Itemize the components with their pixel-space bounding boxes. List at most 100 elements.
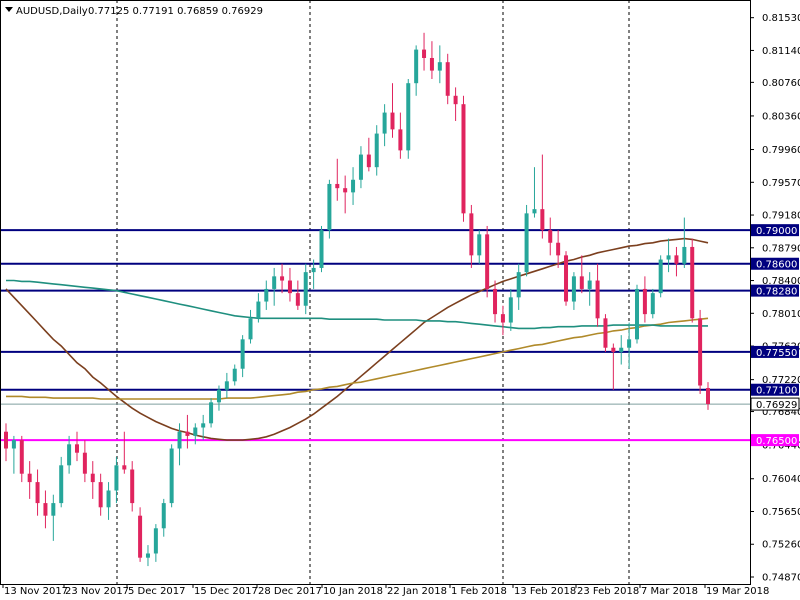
candle-body	[398, 129, 403, 151]
time-tick-label: 1 Feb 2018	[451, 586, 507, 597]
candle-body	[335, 183, 340, 189]
price-tick-label: 0.79960	[762, 145, 800, 156]
candle-body	[469, 213, 474, 256]
candle-body	[674, 255, 679, 264]
candle-body	[524, 213, 529, 273]
level-label-box	[751, 345, 799, 358]
time-tick-label: 23 Feb 2018	[577, 586, 639, 597]
moving-average-line	[5, 237, 709, 441]
candle-body	[493, 288, 498, 315]
time-tick-label: 19 Mar 2018	[706, 586, 769, 597]
level-label-box	[751, 257, 799, 270]
moving-average-line	[6, 317, 709, 400]
candle-body	[540, 209, 545, 231]
moving-average-line	[6, 279, 708, 330]
candle-body	[477, 234, 482, 256]
candle-body	[508, 297, 513, 323]
candle-body	[11, 440, 16, 449]
candle-body	[461, 104, 466, 214]
candle-body	[185, 431, 190, 436]
candle-body	[500, 314, 505, 323]
candle-body	[280, 276, 285, 281]
candle-body	[67, 444, 72, 466]
candle-body	[303, 272, 308, 306]
candle-body	[698, 318, 703, 386]
candle-body	[343, 188, 348, 193]
chart-header: AUDUSD,Daily 0.77125 0.77191 0.76859 0.7…	[5, 6, 263, 17]
time-tick-label: 28 Dec 2017	[258, 586, 322, 597]
level-label: 0.79000	[756, 226, 797, 237]
time-tick-label: 13 Nov 2017	[4, 586, 68, 597]
time-tick-label: 10 Jan 2018	[323, 586, 383, 597]
candle-body	[611, 347, 616, 352]
time-tick-label: 15 Dec 2017	[194, 586, 258, 597]
price-tick-label: 0.80760	[762, 78, 800, 89]
candle-body	[374, 133, 379, 168]
candle-body	[642, 288, 647, 315]
candle-body	[27, 473, 32, 483]
candle-body	[587, 280, 592, 289]
candle-body	[130, 469, 135, 504]
candle-body	[264, 288, 269, 302]
candle-body	[177, 431, 182, 449]
candle-body	[327, 183, 332, 231]
price-tick-label: 0.74870	[762, 573, 800, 584]
candle-body	[216, 389, 221, 403]
chevron-down-icon[interactable]	[5, 7, 13, 12]
candle-body	[532, 209, 537, 214]
level-label-box	[751, 284, 799, 297]
candle-body	[90, 473, 95, 483]
level-label: 0.78600	[756, 260, 797, 271]
price-tick-label: 0.81530	[762, 13, 800, 24]
time-tick-label: 13 Feb 2018	[514, 586, 576, 597]
candle-body	[706, 388, 710, 404]
candle-body	[595, 280, 600, 319]
candle-body	[193, 427, 198, 436]
price-tick-label: 0.81140	[762, 46, 800, 57]
candle-body	[453, 95, 458, 105]
candle-body	[248, 318, 253, 340]
horizontal-levels	[0, 229, 750, 442]
candle-body	[556, 242, 561, 256]
candle-body	[414, 49, 419, 84]
time-tick-label: 5 Dec 2017	[128, 586, 186, 597]
candle-body	[19, 440, 24, 474]
level-label: 0.76500	[756, 436, 797, 447]
candle-body	[658, 259, 663, 294]
candle-body	[603, 318, 608, 348]
price-tick-label: 0.78790	[762, 243, 800, 254]
candle-body	[169, 448, 174, 504]
candle-body	[295, 293, 300, 306]
candle-body	[287, 280, 292, 294]
time-tick-label: 22 Jan 2018	[387, 586, 447, 597]
candle-body	[682, 246, 687, 264]
candle-body	[138, 515, 143, 558]
candle-body	[240, 339, 245, 369]
candle-body	[390, 112, 395, 130]
candle-body	[351, 179, 356, 193]
price-tick-label: 0.76840	[762, 407, 800, 418]
candle-body	[666, 255, 671, 260]
candle-body	[548, 230, 553, 243]
candle-body	[564, 255, 569, 302]
candle-body	[161, 503, 166, 529]
moving-averages	[5, 237, 709, 441]
candle-body	[35, 482, 40, 504]
price-axis[interactable]: 0.81530 0.81140 0.80760 0.80360 0.79960 0.795…	[750, 13, 800, 584]
candle-body	[43, 503, 48, 516]
candle-body	[224, 381, 229, 390]
candle-body	[201, 423, 206, 428]
candle-body	[422, 49, 427, 58]
candle-body	[106, 490, 111, 508]
level-label: 0.77550	[756, 348, 797, 359]
time-tick-label: 7 Mar 2018	[641, 586, 698, 597]
candle-body	[366, 154, 371, 168]
plot-frame	[0, 0, 751, 585]
candle-body	[74, 444, 79, 453]
candle-body	[145, 553, 150, 558]
price-tick-label: 0.78400	[762, 276, 800, 287]
candle-body	[319, 230, 324, 268]
